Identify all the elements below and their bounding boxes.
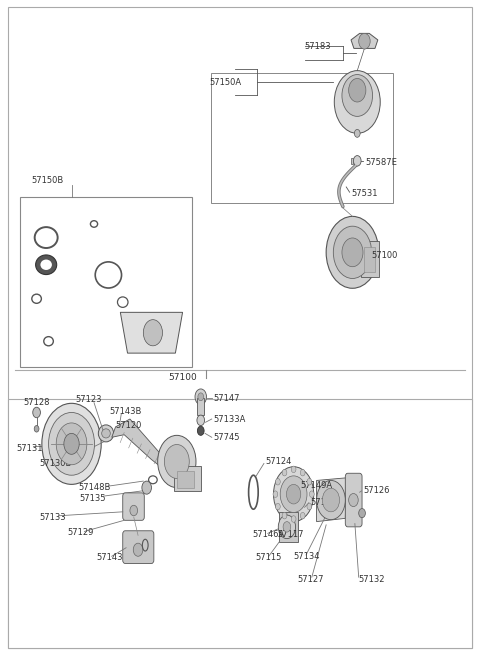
- Text: 57135: 57135: [80, 495, 106, 503]
- Circle shape: [326, 216, 379, 288]
- Text: 57129: 57129: [68, 528, 94, 537]
- Circle shape: [310, 491, 314, 497]
- Circle shape: [273, 491, 278, 497]
- Ellipse shape: [102, 429, 110, 438]
- Text: 57148B: 57148B: [78, 483, 110, 492]
- FancyBboxPatch shape: [211, 73, 393, 203]
- Text: 57745: 57745: [214, 433, 240, 442]
- Circle shape: [283, 521, 291, 532]
- Text: 57133: 57133: [39, 513, 66, 521]
- Circle shape: [307, 503, 312, 510]
- Circle shape: [353, 156, 361, 166]
- Circle shape: [291, 515, 296, 522]
- Circle shape: [348, 493, 358, 506]
- Text: 57134: 57134: [294, 552, 320, 561]
- Text: 57146A: 57146A: [252, 530, 284, 539]
- Circle shape: [282, 470, 287, 476]
- FancyBboxPatch shape: [8, 400, 472, 648]
- Circle shape: [317, 481, 345, 519]
- Circle shape: [359, 33, 370, 49]
- Text: 57128: 57128: [24, 398, 50, 407]
- Circle shape: [157, 436, 196, 487]
- Circle shape: [274, 467, 314, 521]
- Circle shape: [280, 476, 307, 512]
- FancyBboxPatch shape: [345, 474, 362, 527]
- Text: 57131: 57131: [16, 444, 43, 453]
- Ellipse shape: [40, 259, 52, 270]
- Text: 57531: 57531: [351, 189, 378, 198]
- Circle shape: [276, 479, 280, 485]
- Text: 57132: 57132: [359, 574, 385, 584]
- Text: 57147: 57147: [214, 394, 240, 403]
- Circle shape: [133, 543, 143, 556]
- Circle shape: [195, 389, 206, 405]
- FancyBboxPatch shape: [123, 531, 154, 563]
- Circle shape: [333, 226, 372, 278]
- Circle shape: [342, 238, 363, 267]
- FancyBboxPatch shape: [279, 512, 299, 542]
- FancyBboxPatch shape: [197, 398, 204, 415]
- Text: 57123: 57123: [75, 395, 101, 404]
- Circle shape: [142, 481, 152, 494]
- Circle shape: [42, 403, 101, 484]
- Circle shape: [359, 508, 365, 517]
- Circle shape: [197, 415, 204, 426]
- Text: 57149A: 57149A: [300, 481, 333, 490]
- Text: 57120: 57120: [116, 421, 142, 430]
- Circle shape: [323, 488, 339, 512]
- Text: 57127: 57127: [298, 574, 324, 584]
- Circle shape: [197, 426, 204, 436]
- Text: 57100: 57100: [168, 373, 197, 382]
- FancyBboxPatch shape: [177, 472, 193, 487]
- Circle shape: [300, 512, 305, 519]
- Text: 57143: 57143: [96, 553, 123, 562]
- FancyBboxPatch shape: [350, 158, 353, 164]
- Text: 57100: 57100: [372, 251, 398, 260]
- Circle shape: [64, 434, 79, 455]
- Text: 57126: 57126: [363, 487, 390, 495]
- Circle shape: [342, 75, 372, 117]
- Polygon shape: [120, 312, 182, 353]
- FancyBboxPatch shape: [8, 7, 472, 648]
- Ellipse shape: [36, 255, 57, 274]
- Polygon shape: [112, 419, 173, 473]
- Circle shape: [198, 393, 204, 401]
- Text: 57183: 57183: [305, 42, 331, 51]
- Text: 57124: 57124: [265, 457, 292, 466]
- Polygon shape: [351, 33, 378, 48]
- Circle shape: [307, 479, 312, 485]
- Text: 57134: 57134: [311, 498, 337, 507]
- Text: 57133A: 57133A: [214, 415, 246, 424]
- Circle shape: [287, 484, 301, 504]
- Circle shape: [282, 512, 287, 519]
- FancyBboxPatch shape: [361, 241, 379, 277]
- Text: 57143B: 57143B: [110, 407, 142, 416]
- Circle shape: [300, 470, 305, 476]
- FancyBboxPatch shape: [123, 493, 144, 520]
- Circle shape: [354, 130, 360, 138]
- Circle shape: [348, 79, 366, 102]
- Circle shape: [164, 445, 189, 479]
- FancyBboxPatch shape: [20, 196, 192, 367]
- Text: 57150B: 57150B: [32, 176, 64, 185]
- Circle shape: [291, 466, 296, 473]
- FancyBboxPatch shape: [174, 466, 201, 491]
- Circle shape: [278, 515, 296, 538]
- Ellipse shape: [98, 425, 114, 442]
- Circle shape: [33, 407, 40, 418]
- Circle shape: [144, 320, 162, 346]
- Circle shape: [130, 505, 138, 515]
- Circle shape: [34, 426, 39, 432]
- Circle shape: [56, 423, 87, 465]
- Circle shape: [276, 503, 280, 510]
- Text: 57150A: 57150A: [209, 78, 241, 87]
- Text: 57587E: 57587E: [365, 158, 397, 166]
- Circle shape: [334, 71, 380, 134]
- Text: 57130B: 57130B: [39, 459, 72, 468]
- Text: 57117: 57117: [277, 530, 304, 539]
- Text: 57115: 57115: [255, 553, 282, 562]
- Polygon shape: [317, 478, 346, 521]
- FancyBboxPatch shape: [364, 247, 375, 272]
- Circle shape: [48, 413, 95, 476]
